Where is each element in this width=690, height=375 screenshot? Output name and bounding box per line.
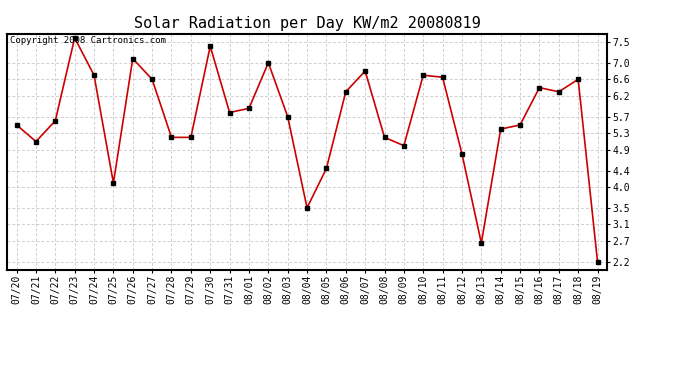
Title: Solar Radiation per Day KW/m2 20080819: Solar Radiation per Day KW/m2 20080819 [134,16,480,31]
Text: Copyright 2008 Cartronics.com: Copyright 2008 Cartronics.com [10,36,166,45]
